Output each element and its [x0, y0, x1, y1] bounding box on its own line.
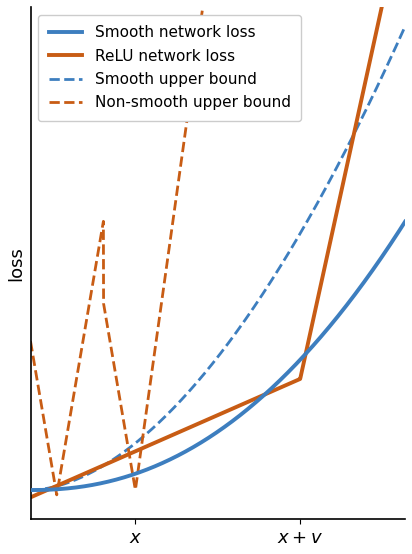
- Y-axis label: loss: loss: [7, 246, 25, 280]
- Legend: Smooth network loss, ReLU network loss, Smooth upper bound, Non-smooth upper bou: Smooth network loss, ReLU network loss, …: [38, 14, 301, 121]
